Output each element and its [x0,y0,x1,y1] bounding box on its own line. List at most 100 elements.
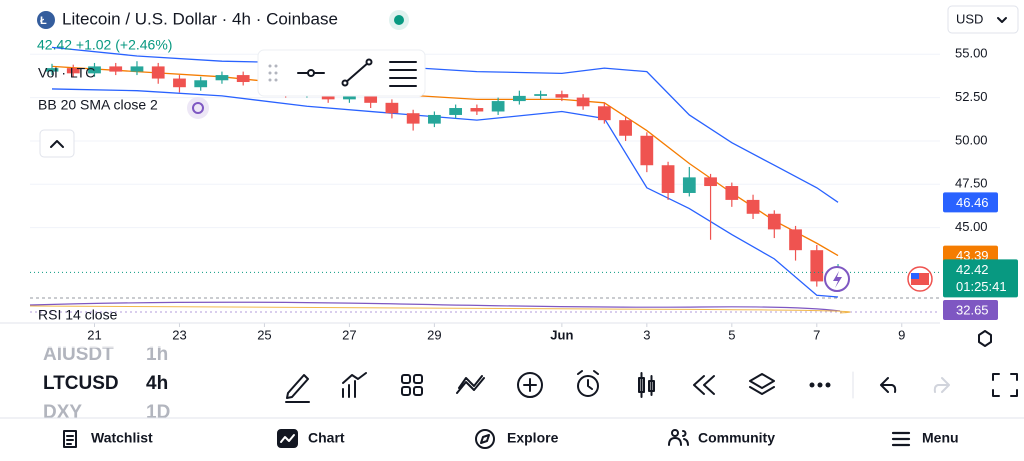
symbol-title[interactable]: Litecoin / U.S. Dollar · 4h · Coinbase [62,9,338,28]
candle-body [491,101,505,112]
candle-body [151,66,165,79]
candle-body [45,68,59,72]
loading-indicator [187,97,209,119]
candle-body [364,95,378,103]
indicator-volume[interactable]: Vol · LTC [38,65,95,81]
candle-body [576,97,590,107]
y-tick-label: 47.50 [955,176,988,191]
draw-tool[interactable] [285,374,310,403]
candle-body [767,213,781,230]
nav-menu[interactable]: Menu [922,430,959,446]
alerts-icon [833,271,842,288]
last-price: 42.42 [956,262,989,277]
x-tick-label: 29 [427,327,441,342]
redo-button[interactable] [933,377,950,393]
objects-tree[interactable] [749,373,775,395]
candle-body [682,177,696,193]
interval-prev[interactable]: 1h [146,344,168,365]
candle-body [236,75,250,83]
candle-body [597,106,611,121]
price-quote: 42.42 +1.02 (+2.46%) [37,37,172,53]
candle-body [66,68,80,74]
coin-logo-mark: Ł [40,15,47,27]
rsi-ma [29,305,851,314]
indicator-rsi[interactable]: RSI 14 close [38,307,118,323]
x-tick-label: 21 [87,327,101,342]
bollinger-band [51,88,839,298]
symbol-current[interactable]: LTCUSD [43,373,119,394]
fib-tool[interactable] [389,61,417,87]
candle-body [704,177,717,187]
nav-explore[interactable]: Explore [507,430,559,446]
fade-bottom [0,418,240,423]
x-tick-label: 25 [257,327,271,342]
price-label: 43.39 [956,248,989,263]
alert-tool[interactable] [577,370,599,397]
candle-body [470,108,484,112]
candle-body [512,95,526,102]
nav-community[interactable]: Community [698,430,775,446]
candle-body [746,199,760,214]
toolbar [285,370,1018,403]
market-status-dot [394,15,404,25]
interval-current[interactable]: 4h [146,373,168,394]
explore-needle [480,434,490,444]
candle-body [385,102,399,114]
collapse-icon [50,140,64,148]
x-tick-label: 3 [643,327,650,342]
candle-body [534,94,547,96]
nav-watchlist[interactable]: Watchlist [91,430,153,446]
x-tick-label: 5 [728,327,735,342]
layout-tool[interactable] [401,374,423,396]
nav-chart[interactable]: Chart [308,430,345,446]
bollinger-band [51,46,839,203]
collapse-button[interactable] [39,129,75,158]
y-tick-label: 50.00 [955,132,988,147]
indicators-tool[interactable] [342,372,367,398]
add-symbol[interactable] [517,372,543,398]
candle-body [406,113,420,124]
candle-body [428,114,441,124]
x-tick-label: Jun [550,327,573,342]
drag-handle[interactable] [268,64,278,82]
y-tick-label: 55.00 [955,46,988,61]
candle-body [88,66,101,74]
horizontal-line-tool[interactable] [297,69,325,77]
price-label-bg [943,192,998,213]
x-tick-label: 23 [172,327,186,342]
candle-body [555,94,569,98]
chart-area: 45.00 47.50 50.00 52.50 55.00 21 23 25 27 29 Jun 3 5… [30,46,988,342]
community-icon [668,429,689,446]
nav-icons [63,429,911,449]
compare-tool[interactable] [456,375,485,394]
y-tick-label: 45.00 [955,219,988,234]
candle-body [640,135,654,166]
candle-body [194,80,208,88]
rsi-label-bg [943,300,998,320]
candle-body [173,78,186,88]
candle-body [109,66,123,72]
candle-body [725,186,739,200]
bar-style[interactable] [638,372,655,398]
bar-countdown: 01:25:41 [956,279,1007,294]
drawing-toolbar [257,49,426,97]
loading-icon [192,102,204,114]
explore-icon [475,429,495,449]
candle-body [619,120,632,136]
price-label: 46.46 [956,195,989,210]
indicator-bb[interactable]: BB 20 SMA close 2 [38,97,158,113]
x-tick-label: 9 [898,327,905,342]
candle-body [789,229,802,251]
settings-button[interactable] [978,330,992,347]
replay-tool[interactable] [693,375,715,395]
watchlist-icon [63,430,77,448]
currency-selector[interactable] [947,5,1019,34]
rsi-label: 32.65 [956,302,989,317]
x-tick-label: 27 [342,327,356,342]
more-button[interactable] [809,382,831,388]
symbol-prev[interactable]: AIUSDT [43,344,114,365]
fullscreen-button[interactable] [992,373,1018,397]
undo-button[interactable] [880,377,897,393]
trend-line-tool[interactable] [341,58,373,87]
